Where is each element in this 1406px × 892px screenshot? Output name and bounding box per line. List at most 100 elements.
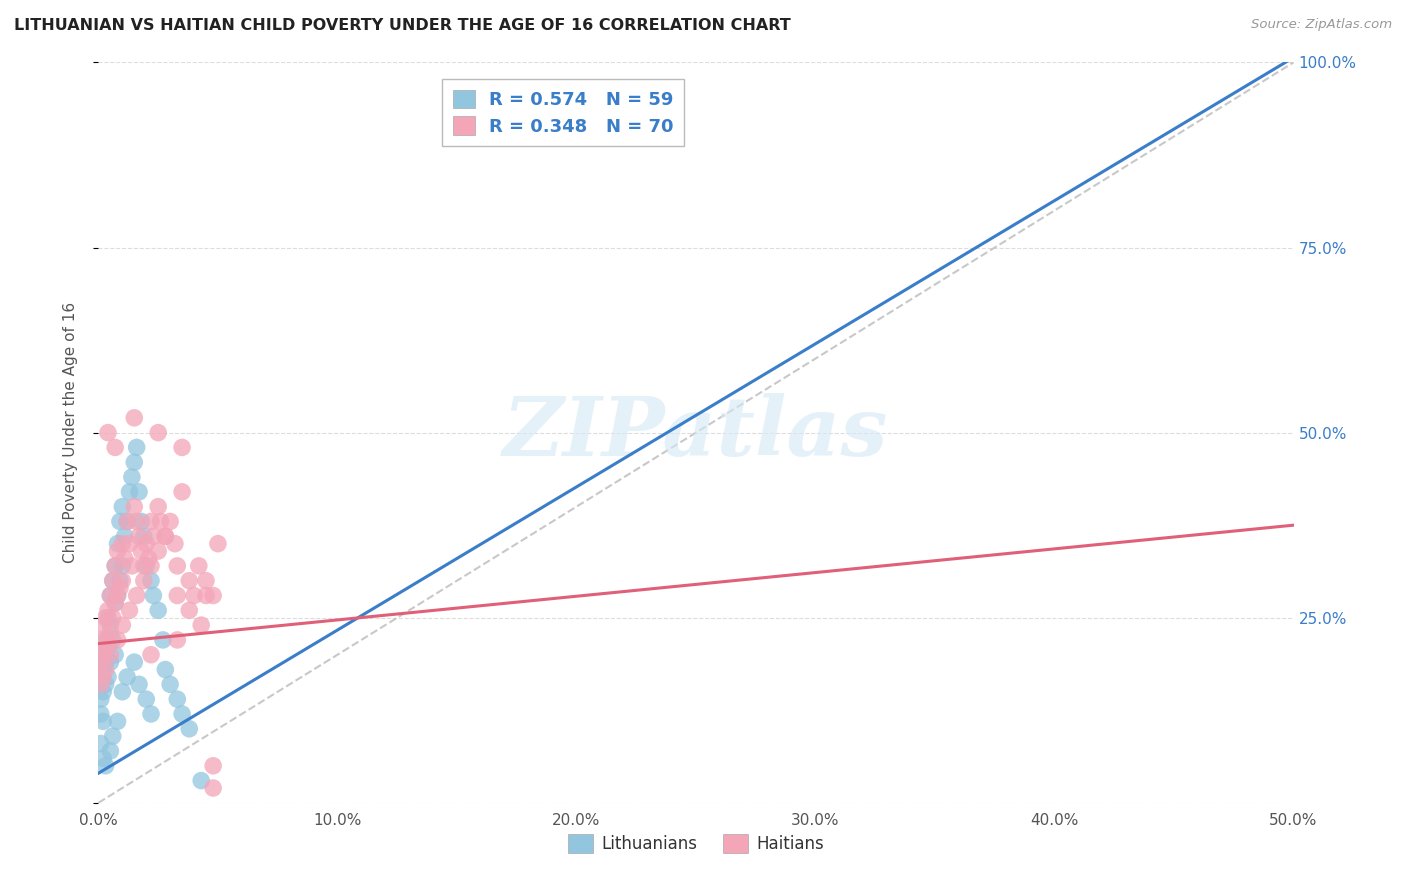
Point bbox=[98, 589, 122, 603]
Point bbox=[166, 589, 188, 603]
Point bbox=[94, 610, 117, 624]
Point bbox=[166, 692, 188, 706]
Point bbox=[101, 632, 124, 647]
Point bbox=[90, 670, 112, 684]
Point bbox=[202, 758, 225, 772]
Y-axis label: Child Poverty Under the Age of 16: Child Poverty Under the Age of 16 bbox=[63, 302, 77, 563]
Point bbox=[138, 551, 160, 566]
Point bbox=[155, 529, 177, 543]
Point bbox=[97, 425, 120, 440]
Point bbox=[101, 574, 124, 588]
Text: LITHUANIAN VS HAITIAN CHILD POVERTY UNDER THE AGE OF 16 CORRELATION CHART: LITHUANIAN VS HAITIAN CHILD POVERTY UNDE… bbox=[14, 18, 790, 33]
Point bbox=[90, 737, 112, 751]
Text: Source: ZipAtlas.com: Source: ZipAtlas.com bbox=[1251, 18, 1392, 31]
Point bbox=[115, 515, 138, 529]
Point bbox=[98, 744, 122, 758]
Point bbox=[139, 706, 162, 721]
Point bbox=[97, 670, 120, 684]
Point bbox=[104, 596, 127, 610]
Point bbox=[98, 655, 122, 669]
Point bbox=[118, 603, 141, 617]
Point bbox=[111, 500, 134, 514]
Legend: Lithuanians, Haitians: Lithuanians, Haitians bbox=[560, 825, 832, 861]
Point bbox=[90, 632, 112, 647]
Point bbox=[121, 558, 143, 573]
Point bbox=[124, 500, 146, 514]
Point bbox=[108, 574, 131, 588]
Text: ZIPatlas: ZIPatlas bbox=[503, 392, 889, 473]
Point bbox=[121, 470, 143, 484]
Point bbox=[114, 529, 136, 543]
Point bbox=[124, 455, 146, 469]
Point bbox=[91, 648, 114, 662]
Point bbox=[131, 544, 153, 558]
Point bbox=[142, 529, 165, 543]
Point bbox=[132, 529, 155, 543]
Point bbox=[94, 677, 117, 691]
Point bbox=[91, 618, 114, 632]
Point bbox=[111, 536, 134, 550]
Point bbox=[90, 677, 112, 691]
Point bbox=[139, 558, 162, 573]
Point bbox=[135, 558, 157, 573]
Point bbox=[97, 640, 120, 655]
Point bbox=[107, 544, 129, 558]
Point bbox=[142, 589, 165, 603]
Point bbox=[125, 515, 148, 529]
Point bbox=[114, 551, 136, 566]
Point bbox=[107, 536, 129, 550]
Point bbox=[172, 706, 194, 721]
Point bbox=[98, 625, 122, 640]
Point bbox=[111, 574, 134, 588]
Point bbox=[94, 655, 117, 669]
Point bbox=[111, 618, 134, 632]
Point bbox=[118, 536, 141, 550]
Point bbox=[108, 581, 131, 595]
Point bbox=[149, 515, 172, 529]
Point bbox=[98, 589, 122, 603]
Point bbox=[148, 544, 170, 558]
Point bbox=[107, 589, 129, 603]
Point bbox=[172, 484, 194, 499]
Point bbox=[91, 648, 114, 662]
Point bbox=[91, 751, 114, 765]
Point bbox=[104, 558, 127, 573]
Point bbox=[101, 729, 124, 743]
Point bbox=[179, 722, 201, 736]
Point bbox=[91, 670, 114, 684]
Point bbox=[132, 574, 155, 588]
Point bbox=[104, 596, 127, 610]
Point bbox=[108, 515, 131, 529]
Point bbox=[155, 663, 177, 677]
Point bbox=[104, 558, 127, 573]
Point bbox=[135, 536, 157, 550]
Point bbox=[91, 685, 114, 699]
Point bbox=[91, 714, 114, 729]
Point bbox=[195, 574, 218, 588]
Point bbox=[101, 574, 124, 588]
Point bbox=[111, 685, 134, 699]
Point bbox=[139, 574, 162, 588]
Point bbox=[159, 515, 181, 529]
Point bbox=[104, 441, 127, 455]
Point bbox=[131, 515, 153, 529]
Point bbox=[104, 648, 127, 662]
Point bbox=[207, 536, 229, 550]
Point bbox=[107, 589, 129, 603]
Point bbox=[135, 692, 157, 706]
Point bbox=[183, 589, 205, 603]
Point bbox=[124, 410, 146, 425]
Point bbox=[172, 441, 194, 455]
Point bbox=[107, 714, 129, 729]
Point bbox=[202, 589, 225, 603]
Point bbox=[91, 663, 114, 677]
Point bbox=[132, 558, 155, 573]
Point bbox=[125, 441, 148, 455]
Point bbox=[101, 610, 124, 624]
Point bbox=[97, 632, 120, 647]
Point bbox=[187, 558, 209, 573]
Point bbox=[94, 663, 117, 677]
Point bbox=[115, 670, 138, 684]
Point bbox=[166, 558, 188, 573]
Point bbox=[90, 655, 112, 669]
